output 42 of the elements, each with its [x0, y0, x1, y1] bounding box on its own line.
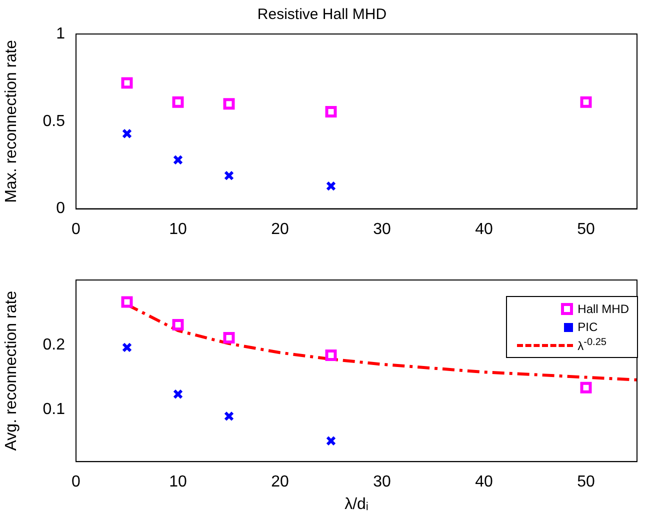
- legend-label: λ$^{-0.25}$: [578, 337, 606, 353]
- point: [172, 389, 184, 400]
- point: [224, 170, 234, 181]
- x-tick-label: 0: [72, 474, 81, 491]
- y-axis-title: Max. reconnection rate: [3, 40, 20, 203]
- point: [223, 98, 235, 110]
- x-tick-label: 10: [169, 220, 187, 238]
- x-tick-label: 20: [271, 220, 289, 238]
- point: [172, 96, 184, 108]
- y-tick-label: 1: [56, 25, 66, 42]
- point: [326, 436, 336, 446]
- legend-label: PIC: [578, 320, 598, 334]
- point: [580, 96, 592, 108]
- x-axis-title: λ/dᵢ: [344, 496, 368, 513]
- point: [224, 411, 234, 422]
- point: [325, 106, 337, 118]
- x-tick-label: 40: [475, 474, 493, 491]
- x-tick-label: 20: [271, 474, 289, 491]
- point: [326, 181, 336, 192]
- point: [325, 349, 337, 361]
- y-axis-title: Avg. reconnection rate: [3, 290, 20, 451]
- point: [172, 319, 184, 330]
- point: [122, 128, 132, 139]
- chart-title: Resistive Hall MHD: [257, 6, 387, 24]
- point: [121, 296, 133, 308]
- point: [121, 77, 133, 89]
- y-tick-label: 0.2: [42, 336, 66, 354]
- legend-label: Hall MHD: [578, 302, 629, 316]
- point: [580, 382, 592, 394]
- point: [122, 342, 132, 352]
- x-tick-label: 30: [373, 220, 391, 238]
- x-tick-label: 0: [72, 220, 81, 238]
- x-tick-label: 50: [577, 474, 595, 491]
- point: [223, 332, 235, 344]
- y-tick-label: 0.1: [42, 401, 66, 418]
- x-tick-label: 10: [169, 474, 187, 491]
- point: [172, 154, 184, 165]
- y-tick-label: 0.5: [42, 112, 66, 130]
- x-tick-label: 30: [373, 474, 391, 491]
- y-tick-label: 0: [56, 200, 66, 218]
- x-tick-label: 50: [577, 220, 595, 238]
- x-tick-label: 40: [475, 220, 493, 238]
